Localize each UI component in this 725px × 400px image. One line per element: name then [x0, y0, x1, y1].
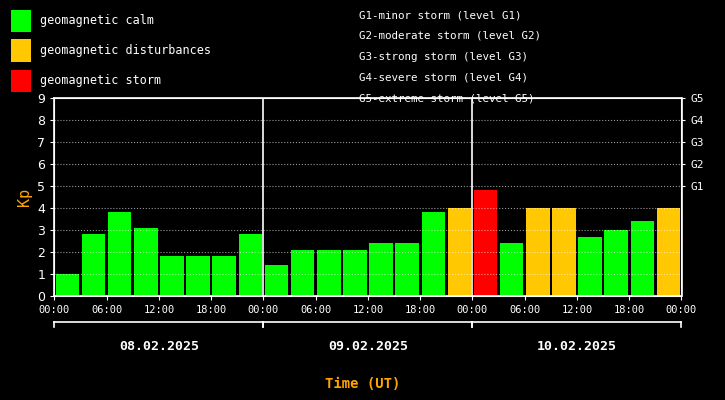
Bar	[186, 256, 210, 296]
Text: G2-moderate storm (level G2): G2-moderate storm (level G2)	[359, 31, 541, 41]
Bar	[552, 208, 576, 296]
Text: 08.02.2025: 08.02.2025	[119, 340, 199, 352]
Bar	[579, 236, 602, 296]
Bar	[212, 256, 236, 296]
Bar	[526, 208, 550, 296]
Text: G5-extreme storm (level G5): G5-extreme storm (level G5)	[359, 93, 534, 103]
Bar	[265, 265, 289, 296]
Bar	[108, 212, 131, 296]
Bar	[82, 234, 105, 296]
Bar	[631, 221, 654, 296]
Bar	[56, 274, 79, 296]
Bar	[291, 250, 315, 296]
Bar	[160, 256, 183, 296]
Bar	[605, 230, 628, 296]
Text: 09.02.2025: 09.02.2025	[328, 340, 408, 352]
Bar	[239, 234, 262, 296]
Text: G3-strong storm (level G3): G3-strong storm (level G3)	[359, 52, 528, 62]
Bar	[473, 190, 497, 296]
Bar	[657, 208, 680, 296]
Text: geomagnetic storm: geomagnetic storm	[40, 74, 161, 87]
Text: geomagnetic disturbances: geomagnetic disturbances	[40, 44, 211, 57]
Bar	[395, 243, 419, 296]
Bar	[500, 243, 523, 296]
Bar	[317, 250, 341, 296]
Bar	[134, 228, 157, 296]
Bar	[447, 208, 471, 296]
Bar	[369, 243, 393, 296]
Y-axis label: Kp: Kp	[17, 188, 32, 206]
Bar	[343, 250, 367, 296]
Text: 10.02.2025: 10.02.2025	[537, 340, 617, 352]
Bar	[421, 212, 445, 296]
Text: G4-severe storm (level G4): G4-severe storm (level G4)	[359, 72, 528, 82]
Text: geomagnetic calm: geomagnetic calm	[40, 14, 154, 27]
Text: G1-minor storm (level G1): G1-minor storm (level G1)	[359, 10, 521, 20]
Text: Time (UT): Time (UT)	[325, 377, 400, 391]
